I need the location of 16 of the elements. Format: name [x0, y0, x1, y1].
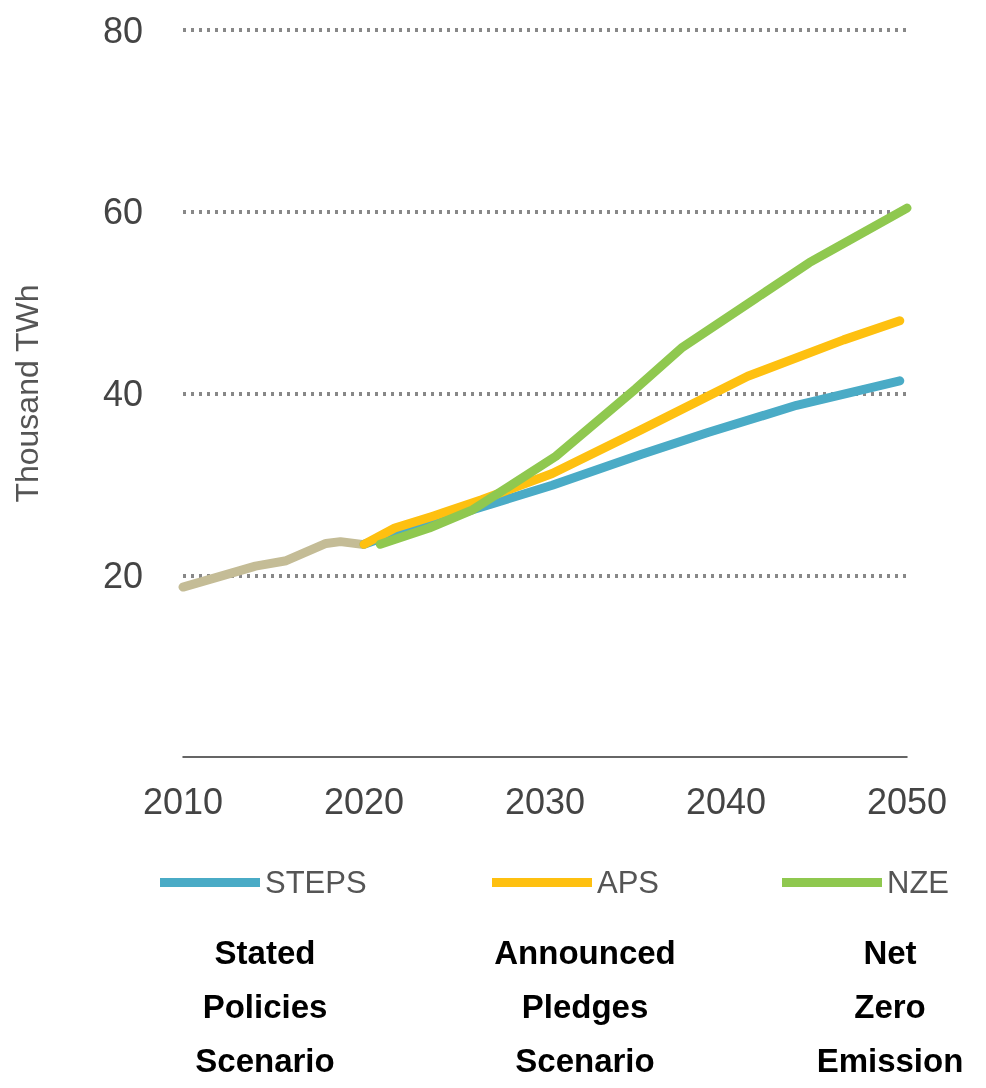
text: Net Zero Emission [816, 933, 964, 1079]
y-tick-label: 60 [103, 191, 144, 233]
x-tick-label: 2030 [504, 780, 586, 822]
x-tick-label: 2040 [685, 780, 767, 822]
legend-label: APS [597, 865, 660, 900]
y-tick-label: 20 [103, 554, 144, 596]
x-tick-label: 2050 [866, 780, 948, 822]
text: Announced Pledges Scenario [494, 933, 676, 1079]
x-tick-label: 2020 [323, 780, 405, 822]
legend-label: STEPS [265, 865, 367, 900]
y-tick-label: 80 [103, 9, 144, 51]
y-tick-label: 40 [103, 373, 144, 414]
x-tick-label: 2010 [142, 780, 224, 822]
text: Stated Policies Scenario [195, 933, 335, 1079]
legend-label: NZE [887, 865, 949, 900]
y-axis-title: Thousand TWh [9, 284, 45, 503]
